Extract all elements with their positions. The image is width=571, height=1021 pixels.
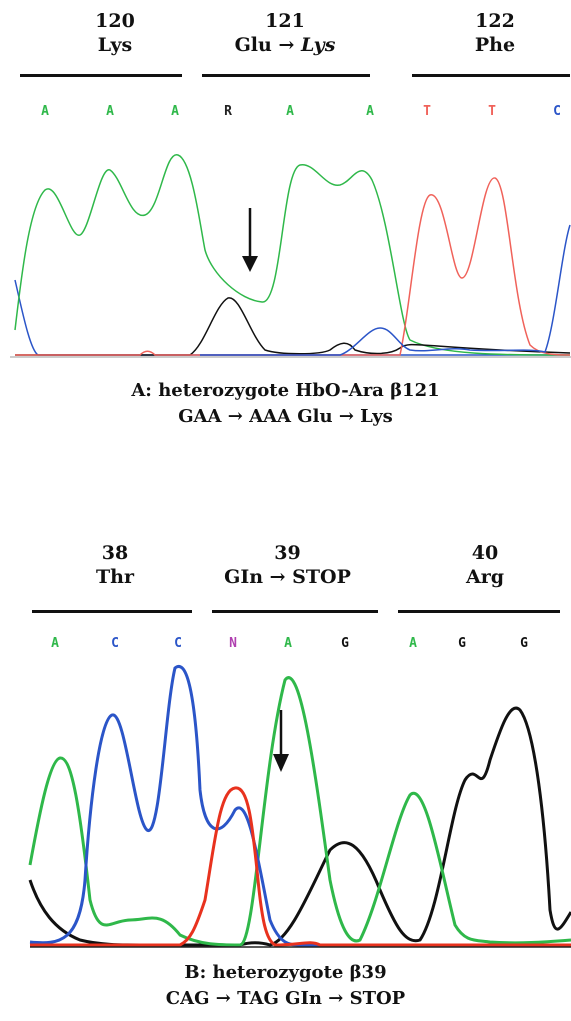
amino-acid-label: Arg xyxy=(465,566,505,588)
base-call: G xyxy=(341,636,349,651)
trace-red xyxy=(15,177,571,356)
base-call: G xyxy=(520,636,528,651)
trace-green xyxy=(14,154,571,356)
codon-bar-40 xyxy=(398,610,560,613)
trace-plot-a xyxy=(10,154,571,358)
codon-40: 40 Arg xyxy=(430,542,540,590)
base-call: G xyxy=(458,636,466,651)
trace-red xyxy=(30,786,571,947)
caption-b: B: heterozygote β39 CAG → TAG GIn → STOP xyxy=(0,960,571,1012)
base-call: A xyxy=(409,636,417,651)
codon-121: 121 Glu → Lys xyxy=(205,10,365,58)
codon-number: 38 xyxy=(101,542,129,564)
codon-number: 120 xyxy=(95,10,135,32)
codon-number: 39 xyxy=(274,542,301,564)
caption-line-2: GAA → AAA Glu → Lys xyxy=(178,406,393,427)
codon-120: 120 Lys xyxy=(60,10,170,58)
amino-acid-label: GIn → STOP xyxy=(224,566,351,588)
codon-bar-39 xyxy=(212,610,378,613)
codon-number: 122 xyxy=(475,10,515,32)
codon-bar-120 xyxy=(20,74,182,77)
base-call: A xyxy=(284,636,292,651)
codon-38: 38 Thr xyxy=(60,542,170,590)
mutation-arrow-marker xyxy=(273,710,289,772)
amino-acid-label: Glu → Lys xyxy=(205,34,365,58)
codon-number: 121 xyxy=(265,10,305,32)
amino-acid-label: Thr xyxy=(96,566,134,588)
base-call: T xyxy=(488,104,496,119)
amino-acid-label: Lys xyxy=(97,34,133,56)
trace-blue-2 xyxy=(200,224,571,356)
mutation-arrow: → xyxy=(278,34,295,56)
codon-122: 122 Phe xyxy=(440,10,550,58)
trace-blue xyxy=(14,279,570,356)
codon-bar-122 xyxy=(412,74,570,77)
codon-bar-38 xyxy=(32,610,192,613)
amino-acid-label: Phe xyxy=(474,34,516,56)
base-call: A xyxy=(41,104,49,119)
base-call: A xyxy=(51,636,59,651)
trace-blue xyxy=(29,665,571,947)
base-call: C xyxy=(111,636,119,651)
codon-39: 39 GIn → STOP xyxy=(205,542,370,590)
mutation-arrow-marker xyxy=(242,208,258,272)
base-call: T xyxy=(423,104,431,119)
base-call: A xyxy=(171,104,179,119)
chromatogram-panel-b: 38 Thr 39 GIn → STOP 40 Arg A C C N A G A G G B:… xyxy=(0,530,571,1021)
amino-acid-to: Lys xyxy=(301,34,336,56)
base-call: A xyxy=(366,104,374,119)
trace-black xyxy=(15,297,571,356)
caption-a: A: heterozygote HbO-Ara β121 GAA → AAA G… xyxy=(0,378,571,430)
trace-green xyxy=(28,676,571,947)
base-call: N xyxy=(229,636,237,651)
caption-line-1: A: heterozygote HbO-Ara β121 xyxy=(131,380,440,401)
base-call: A xyxy=(286,104,294,119)
codon-number: 40 xyxy=(471,542,499,564)
caption-line-1: B: heterozygote β39 xyxy=(184,962,387,983)
base-call: C xyxy=(553,104,561,119)
trace-black xyxy=(28,706,571,947)
base-call: R xyxy=(224,104,232,119)
amino-acid-from: Glu xyxy=(234,34,272,56)
codon-bar-121 xyxy=(202,74,370,77)
caption-line-2: CAG → TAG GIn → STOP xyxy=(165,988,406,1009)
base-call: A xyxy=(106,104,114,119)
base-call: C xyxy=(174,636,182,651)
trace-plot-b xyxy=(28,665,571,948)
